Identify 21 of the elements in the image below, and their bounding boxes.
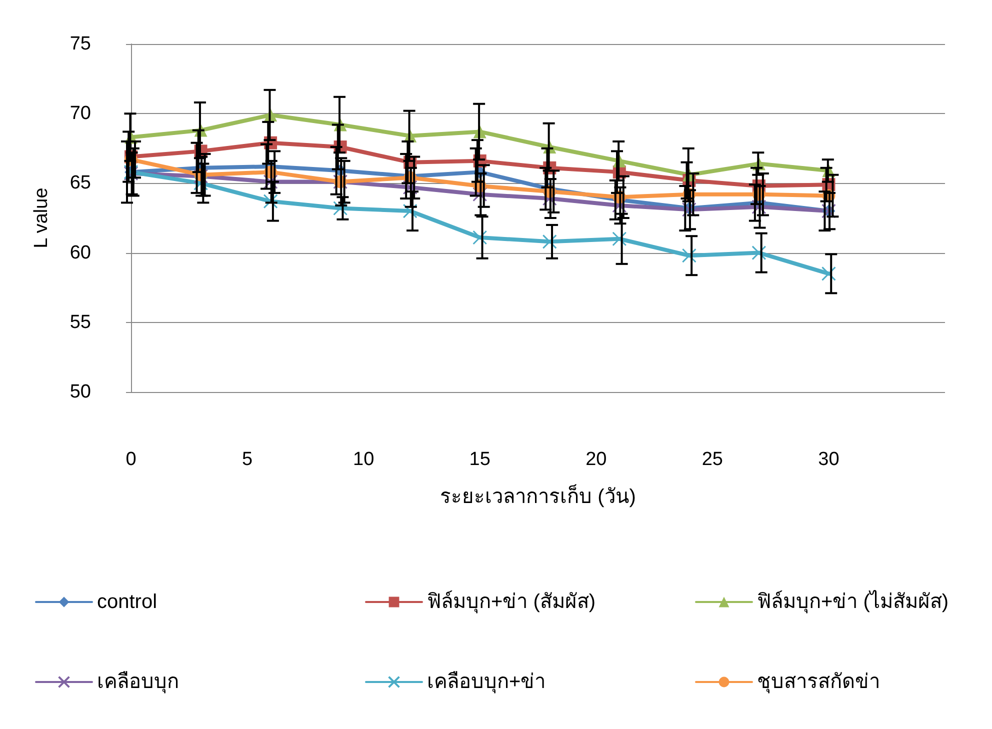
legend-label: control [97, 591, 158, 613]
x-tick-label: 15 [469, 449, 490, 470]
legend-label: เคลือบบุก+ข่า [427, 671, 546, 694]
x-tick-label: 5 [242, 449, 253, 470]
x-tick-label: 0 [126, 449, 136, 470]
x-tick-label: 25 [702, 449, 723, 470]
x-tick-label: 20 [586, 449, 607, 470]
x-tick-label: 10 [353, 449, 374, 470]
y-tick-label: 60 [70, 242, 91, 264]
y-tick-label: 50 [70, 382, 91, 402]
legend-label: เคลือบบุก [97, 671, 179, 694]
legend-label: ชุบสารสกัดข่า [757, 671, 880, 694]
legend-label: ฟิล์มบุก+ข่า (สัมผัส) [427, 590, 596, 614]
y-tick-label: 70 [70, 103, 91, 124]
y-tick-label: 65 [70, 172, 91, 194]
y-tick-label: 75 [70, 34, 91, 54]
y-axis-title: L value [31, 188, 52, 248]
x-tick-label: 30 [818, 449, 840, 470]
y-tick-label: 55 [70, 312, 91, 333]
x-axis-title: ระยะเวลาการเก็บ (วัน) [440, 483, 636, 508]
legend-label: ฟิล์มบุก+ข่า (ไม่สัมผัส) [757, 590, 949, 614]
